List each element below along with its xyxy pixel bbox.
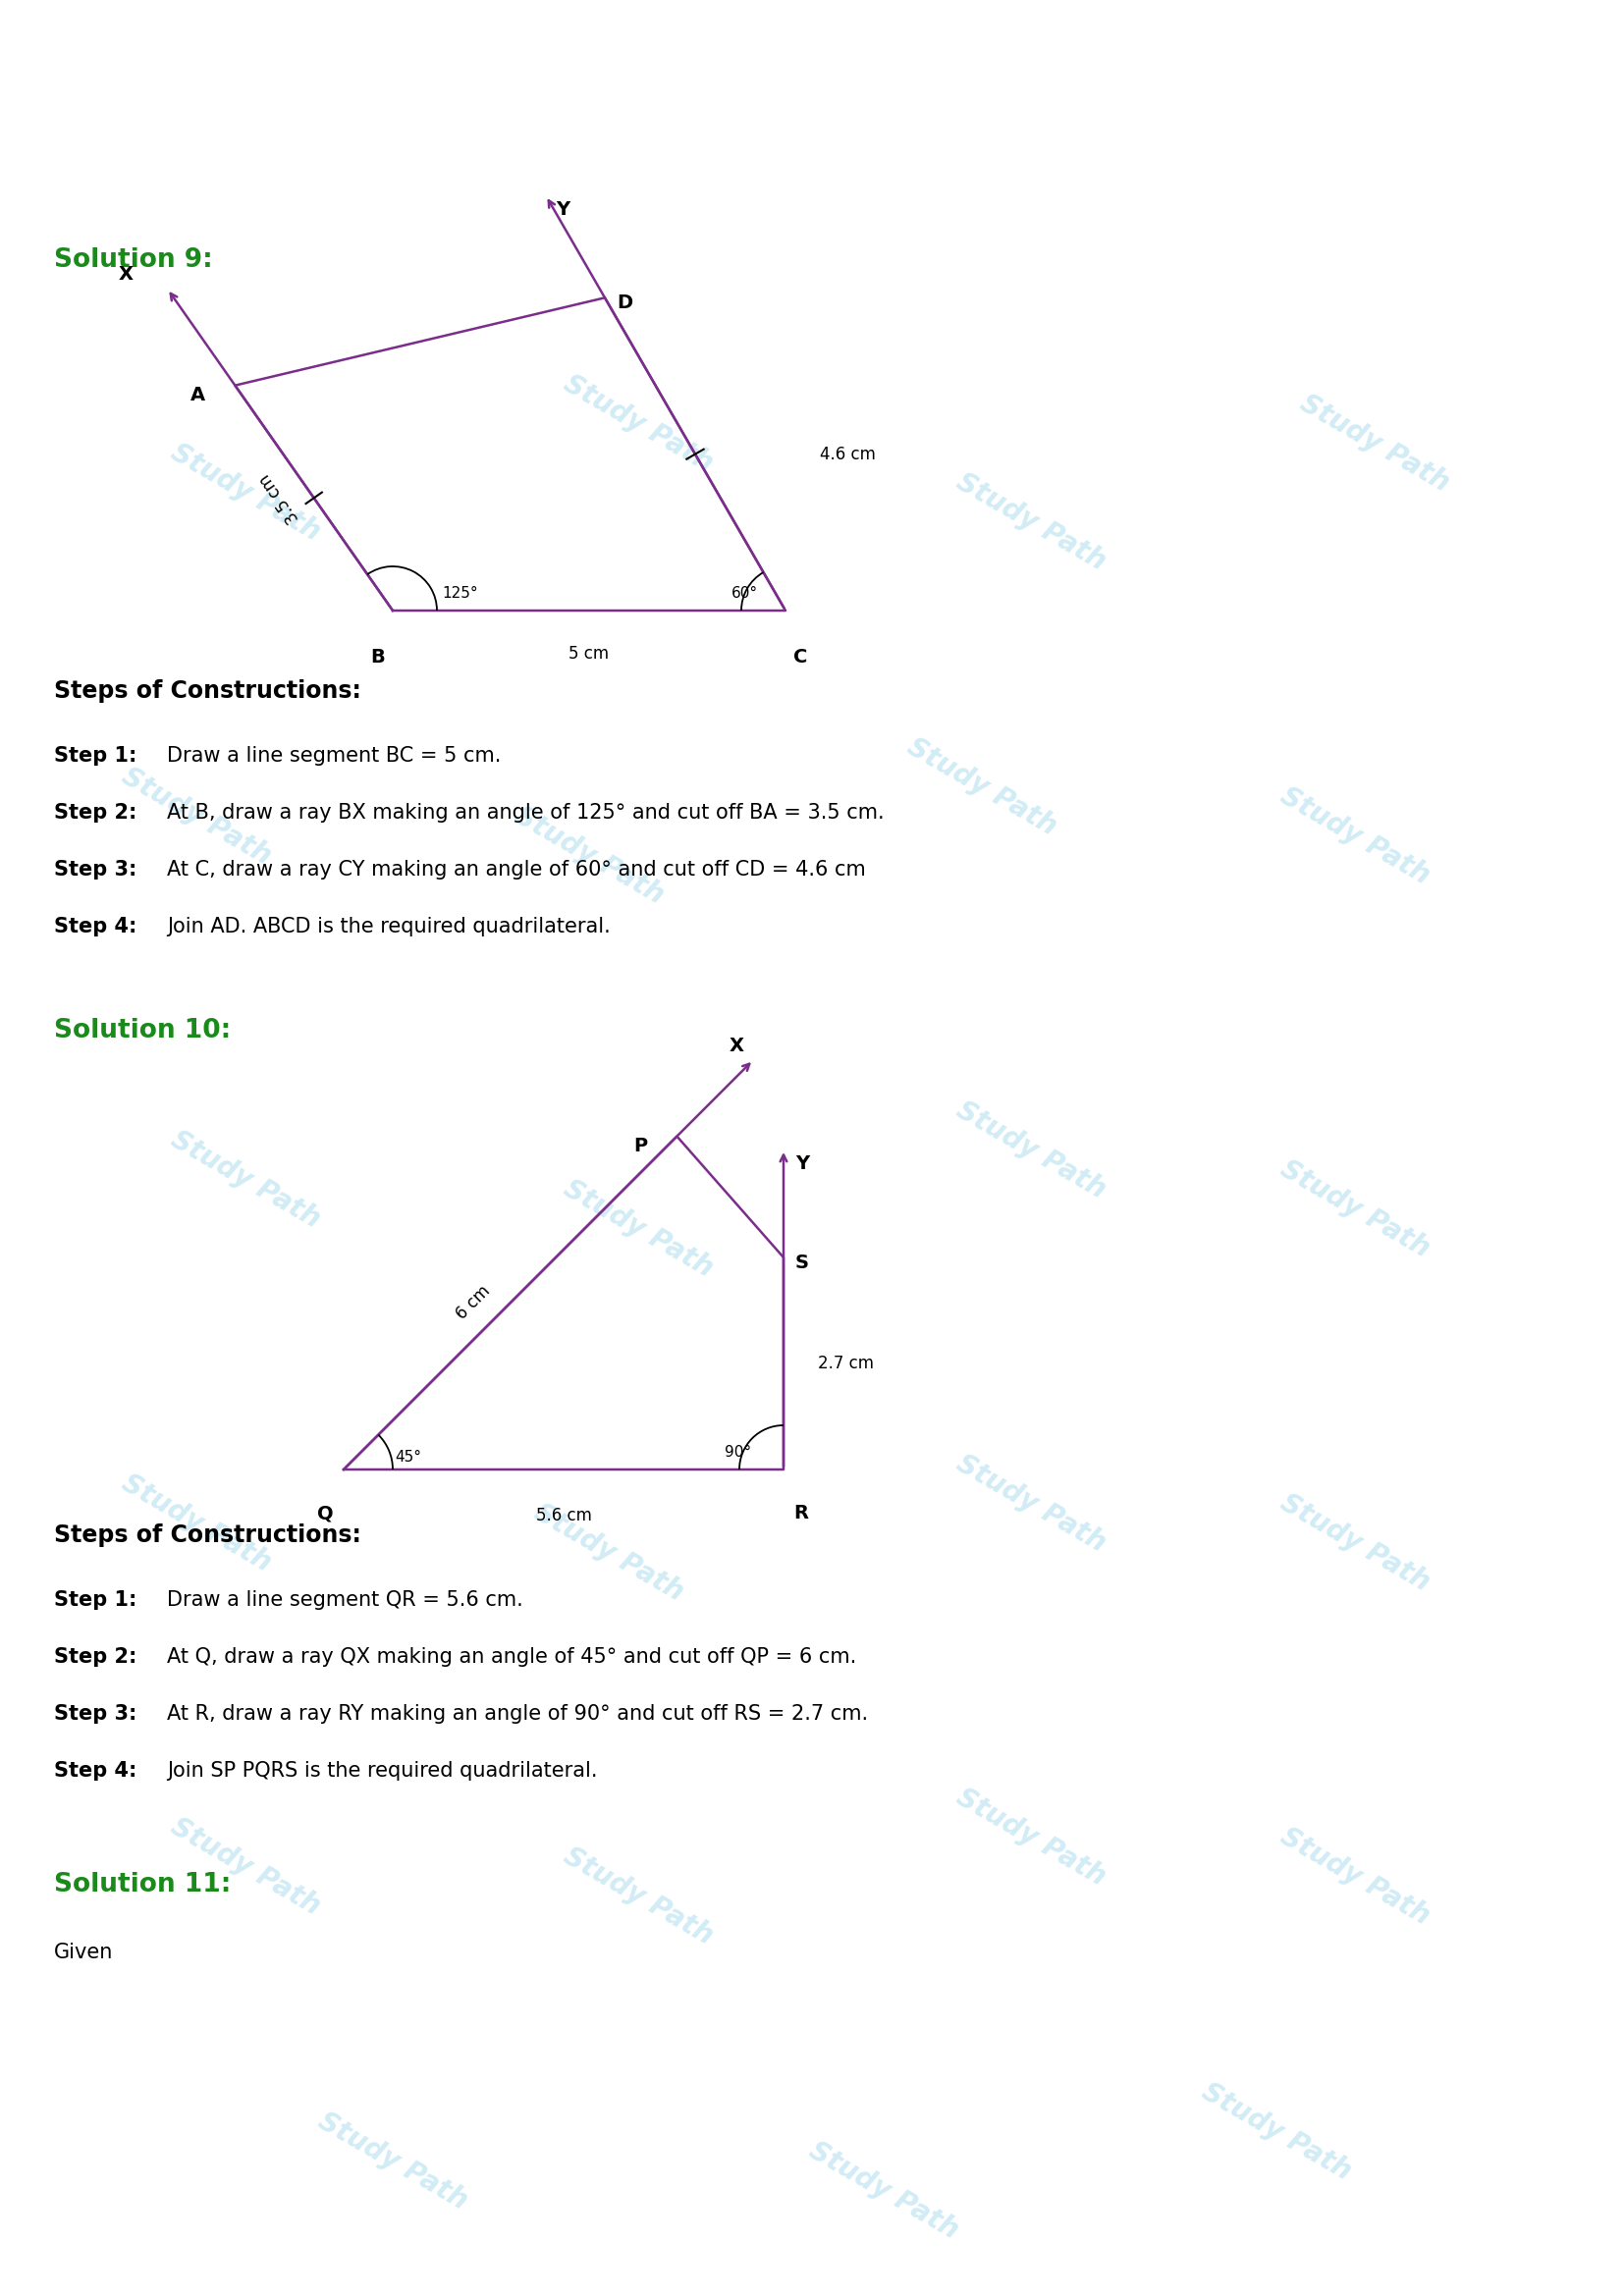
Text: At Q, draw a ray QX making an angle of 45° and cut off QP = 6 cm.: At Q, draw a ray QX making an angle of 4… [167, 1646, 856, 1667]
Text: Study Path: Study Path [1275, 1155, 1434, 1263]
Text: Step 1:: Step 1: [54, 746, 136, 765]
Text: Study Path: Study Path [117, 1469, 276, 1577]
Text: Steps of Constructions:: Steps of Constructions: [54, 680, 361, 703]
Text: 4.6 cm: 4.6 cm [820, 445, 875, 464]
Text: Study: Study [78, 53, 110, 62]
Text: Study Path: Study Path [559, 370, 718, 478]
Text: Solution 10:: Solution 10: [54, 1017, 231, 1042]
Text: Step 4:: Step 4: [54, 916, 136, 937]
Text: 3.5 cm: 3.5 cm [257, 471, 302, 526]
Text: Step 3:: Step 3: [54, 1704, 136, 1724]
Text: Study Path: Study Path [903, 732, 1062, 840]
Text: Join AD. ABCD is the required quadrilateral.: Join AD. ABCD is the required quadrilate… [167, 916, 611, 937]
Text: Study Path: Study Path [1275, 1490, 1434, 1598]
Text: Solution 9:: Solution 9: [54, 248, 213, 273]
Text: 60°: 60° [731, 585, 758, 602]
Text: S: S [796, 1254, 809, 1272]
Text: Y: Y [796, 1155, 809, 1173]
Text: Step 1:: Step 1: [54, 1591, 136, 1609]
Text: At R, draw a ray RY making an angle of 90° and cut off RS = 2.7 cm.: At R, draw a ray RY making an angle of 9… [167, 1704, 869, 1724]
Text: Study Path: Study Path [952, 1097, 1111, 1205]
Text: Study Path: Study Path [952, 1784, 1111, 1892]
Text: B: B [370, 647, 385, 666]
Text: Study Path: Study Path [166, 1814, 325, 1922]
Text: Draw a line segment BC = 5 cm.: Draw a line segment BC = 5 cm. [167, 746, 502, 765]
Text: Step 2:: Step 2: [54, 1646, 136, 1667]
Text: Page 6 of 8: Page 6 of 8 [757, 2248, 867, 2266]
Text: Study Path: Study Path [1275, 783, 1434, 891]
Text: Study Path: Study Path [1197, 2078, 1356, 2186]
Text: Study Path: Study Path [559, 1844, 718, 1949]
Text: Study Path: Study Path [1294, 390, 1453, 498]
Text: 2.7 cm: 2.7 cm [818, 1355, 874, 1373]
Text: Join SP PQRS is the required quadrilateral.: Join SP PQRS is the required quadrilater… [167, 1761, 598, 1782]
Text: Solution 11:: Solution 11: [54, 1871, 231, 1896]
Text: Study Path: Study Path [952, 468, 1111, 576]
Text: X: X [729, 1035, 744, 1056]
Text: 90°: 90° [724, 1444, 752, 1460]
Text: 5 cm: 5 cm [568, 645, 609, 664]
Text: At C, draw a ray CY making an angle of 60° and cut off CD = 4.6 cm: At C, draw a ray CY making an angle of 6… [167, 861, 866, 879]
Text: Study Path: Study Path [166, 1125, 325, 1233]
Text: Given: Given [54, 1942, 114, 1963]
Text: Study Path: Study Path [804, 2138, 963, 2245]
Text: 5.6 cm: 5.6 cm [536, 1506, 591, 1525]
Text: Study Path: Study Path [952, 1451, 1111, 1557]
Text: Study Path: Study Path [1275, 1823, 1434, 1931]
Text: D: D [617, 294, 632, 312]
Text: Study Path: Study Path [529, 1499, 689, 1607]
Text: A: A [190, 386, 206, 404]
Text: Path: Path [81, 87, 107, 96]
Text: R: R [794, 1504, 809, 1522]
Text: Step 2:: Step 2: [54, 804, 136, 822]
Text: Study Path: Study Path [313, 2108, 473, 2216]
Text: Y: Y [555, 200, 570, 220]
Text: C: C [794, 647, 807, 666]
Text: Chapter 17: Construction of Quadrilaterals: Chapter 17: Construction of Quadrilatera… [581, 108, 1043, 126]
Text: 125°: 125° [442, 585, 477, 602]
Text: Steps of Constructions:: Steps of Constructions: [54, 1525, 361, 1548]
Text: Draw a line segment QR = 5.6 cm.: Draw a line segment QR = 5.6 cm. [167, 1591, 523, 1609]
Text: Study Path: Study Path [166, 439, 325, 546]
Text: Study Path: Study Path [559, 1176, 718, 1283]
Text: Q: Q [318, 1504, 335, 1522]
Text: Class-VIII: Class-VIII [760, 21, 864, 39]
Text: P: P [633, 1137, 648, 1155]
Text: Study Path: Study Path [510, 801, 669, 909]
Text: Step 4:: Step 4: [54, 1761, 136, 1782]
Text: 45°: 45° [395, 1449, 421, 1465]
Text: Study Path: Study Path [117, 762, 276, 870]
Text: RS Aggarwal Solutions: RS Aggarwal Solutions [680, 62, 944, 80]
Text: At B, draw a ray BX making an angle of 125° and cut off BA = 3.5 cm.: At B, draw a ray BX making an angle of 1… [167, 804, 885, 822]
Text: Step 3:: Step 3: [54, 861, 136, 879]
Text: X: X [119, 266, 133, 285]
Text: 6 cm: 6 cm [453, 1283, 494, 1322]
